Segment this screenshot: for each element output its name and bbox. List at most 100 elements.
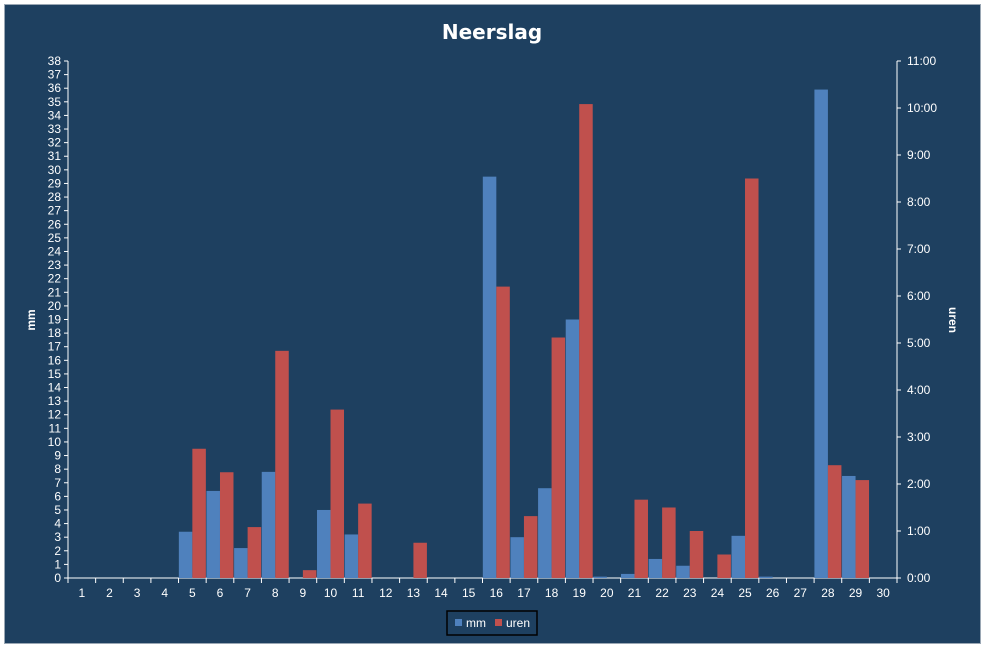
bar-uren-19 (579, 104, 593, 578)
y2-tick-label: 11:00 (907, 54, 936, 68)
y-tick-label: 8 (54, 462, 61, 476)
bar-mm-21 (620, 573, 635, 578)
x-tick-label: 15 (462, 586, 476, 600)
y-tick-label: 10 (48, 435, 62, 449)
bar-uren-13 (413, 542, 427, 578)
y-tick-label: 7 (54, 476, 61, 490)
bar-mm-29 (842, 475, 856, 578)
y2-tick-label: 2:00 (907, 477, 931, 491)
x-tick-label: 14 (434, 586, 448, 600)
x-tick-label: 5 (189, 586, 196, 600)
bars (178, 89, 870, 579)
y-tick-label: 12 (48, 408, 62, 422)
bar-mm-8 (261, 471, 276, 578)
bar-mm-10 (317, 509, 331, 578)
bar-uren-23 (689, 531, 704, 578)
y-tick-label: 33 (48, 122, 62, 136)
x-tick-label: 7 (244, 586, 251, 600)
bar-uren-11 (358, 503, 372, 578)
bar-uren-5 (192, 448, 206, 578)
bar-uren-10 (330, 409, 345, 578)
y-tick-label: 20 (48, 299, 62, 313)
x-tick-label: 22 (655, 586, 669, 600)
y2-tick-label: 10:00 (907, 101, 937, 115)
bar-mm-16 (482, 176, 497, 579)
y-tick-label: 29 (48, 176, 62, 190)
x-tick-label: 23 (683, 586, 697, 600)
bar-mm-22 (648, 558, 663, 578)
y-tick-label: 24 (48, 244, 62, 258)
y-tick-label: 23 (48, 258, 62, 272)
y-tick-label: 6 (54, 489, 61, 503)
y2-tick-label: 0:00 (907, 571, 931, 585)
x-tick-label: 28 (821, 586, 835, 600)
x-tick-label: 26 (766, 586, 780, 600)
y-tick-label: 30 (48, 163, 62, 177)
y-tick-label: 34 (48, 108, 62, 122)
bar-uren-6 (219, 472, 234, 578)
y2-tick-label: 1:00 (907, 524, 931, 538)
y-tick-label: 15 (48, 367, 62, 381)
x-tick-label: 1 (78, 586, 85, 600)
x-tick-label: 2 (106, 586, 113, 600)
x-tick-label: 16 (490, 586, 504, 600)
x-tick-label: 27 (794, 586, 808, 600)
y2-tick-label: 3:00 (907, 430, 931, 444)
bar-mm-19 (565, 319, 580, 578)
x-tick-label: 13 (407, 586, 421, 600)
bar-uren-28 (827, 465, 842, 578)
legend-label-mm: mm (466, 616, 486, 630)
y-tick-label: 22 (48, 272, 62, 286)
x-tick-label: 4 (161, 586, 168, 600)
bar-uren-24 (717, 554, 731, 578)
bar-mm-7 (234, 548, 248, 578)
y-tick-label: 38 (48, 54, 62, 68)
bar-uren-9 (302, 570, 317, 578)
x-tick-label: 20 (600, 586, 614, 600)
x-tick-label: 8 (272, 586, 279, 600)
axes: 0123456789101112131415161718192021222324… (48, 54, 938, 600)
y2-tick-label: 6:00 (907, 289, 931, 303)
legend-swatch-uren (495, 619, 502, 626)
x-tick-label: 19 (573, 586, 587, 600)
x-tick-label: 30 (877, 586, 891, 600)
y2-tick-label: 7:00 (907, 242, 931, 256)
chart-svg: Neerslag 0123456789101112131415161718192… (24, 20, 960, 636)
y2-tick-label: 4:00 (907, 383, 931, 397)
y-tick-label: 27 (48, 204, 62, 218)
y2-tick-label: 5:00 (907, 336, 931, 350)
bar-mm-17 (510, 537, 524, 578)
y-tick-label: 9 (54, 449, 61, 463)
legend-box (446, 610, 538, 636)
y-axis-title: mm (24, 309, 38, 330)
x-tick-label: 9 (300, 586, 307, 600)
x-tick-label: 24 (711, 586, 725, 600)
legend: mm uren (446, 610, 538, 636)
bar-mm-26 (759, 576, 773, 578)
y-tick-label: 1 (54, 557, 61, 571)
y-tick-label: 18 (48, 326, 62, 340)
bar-uren-7 (247, 527, 262, 578)
bar-mm-23 (676, 565, 690, 578)
y2-tick-label: 8:00 (907, 195, 931, 209)
x-tick-label: 25 (738, 586, 752, 600)
y-tick-label: 14 (48, 381, 62, 395)
x-tick-label: 12 (379, 586, 393, 600)
y-tick-label: 21 (48, 285, 62, 299)
y-tick-label: 0 (54, 571, 61, 585)
bar-uren-25 (745, 178, 759, 578)
chart-frame: Neerslag 0 1 2 3 4 5 6 7 8 9 10 11 12 13 14 15 16 17 18 19 2… (4, 4, 981, 644)
legend-label-uren: uren (506, 616, 530, 630)
y-tick-label: 37 (48, 68, 62, 82)
chart-title: Neerslag (442, 20, 542, 44)
bar-uren-8 (275, 350, 289, 578)
y-tick-label: 3 (54, 530, 61, 544)
x-tick-label: 29 (849, 586, 863, 600)
y-tick-label: 13 (48, 394, 62, 408)
bar-mm-20 (593, 576, 607, 578)
bar-mm-18 (538, 488, 552, 578)
bar-mm-5 (178, 531, 193, 578)
x-tick-label: 18 (545, 586, 559, 600)
bar-mm-25 (731, 535, 746, 578)
y-tick-label: 16 (48, 353, 62, 367)
